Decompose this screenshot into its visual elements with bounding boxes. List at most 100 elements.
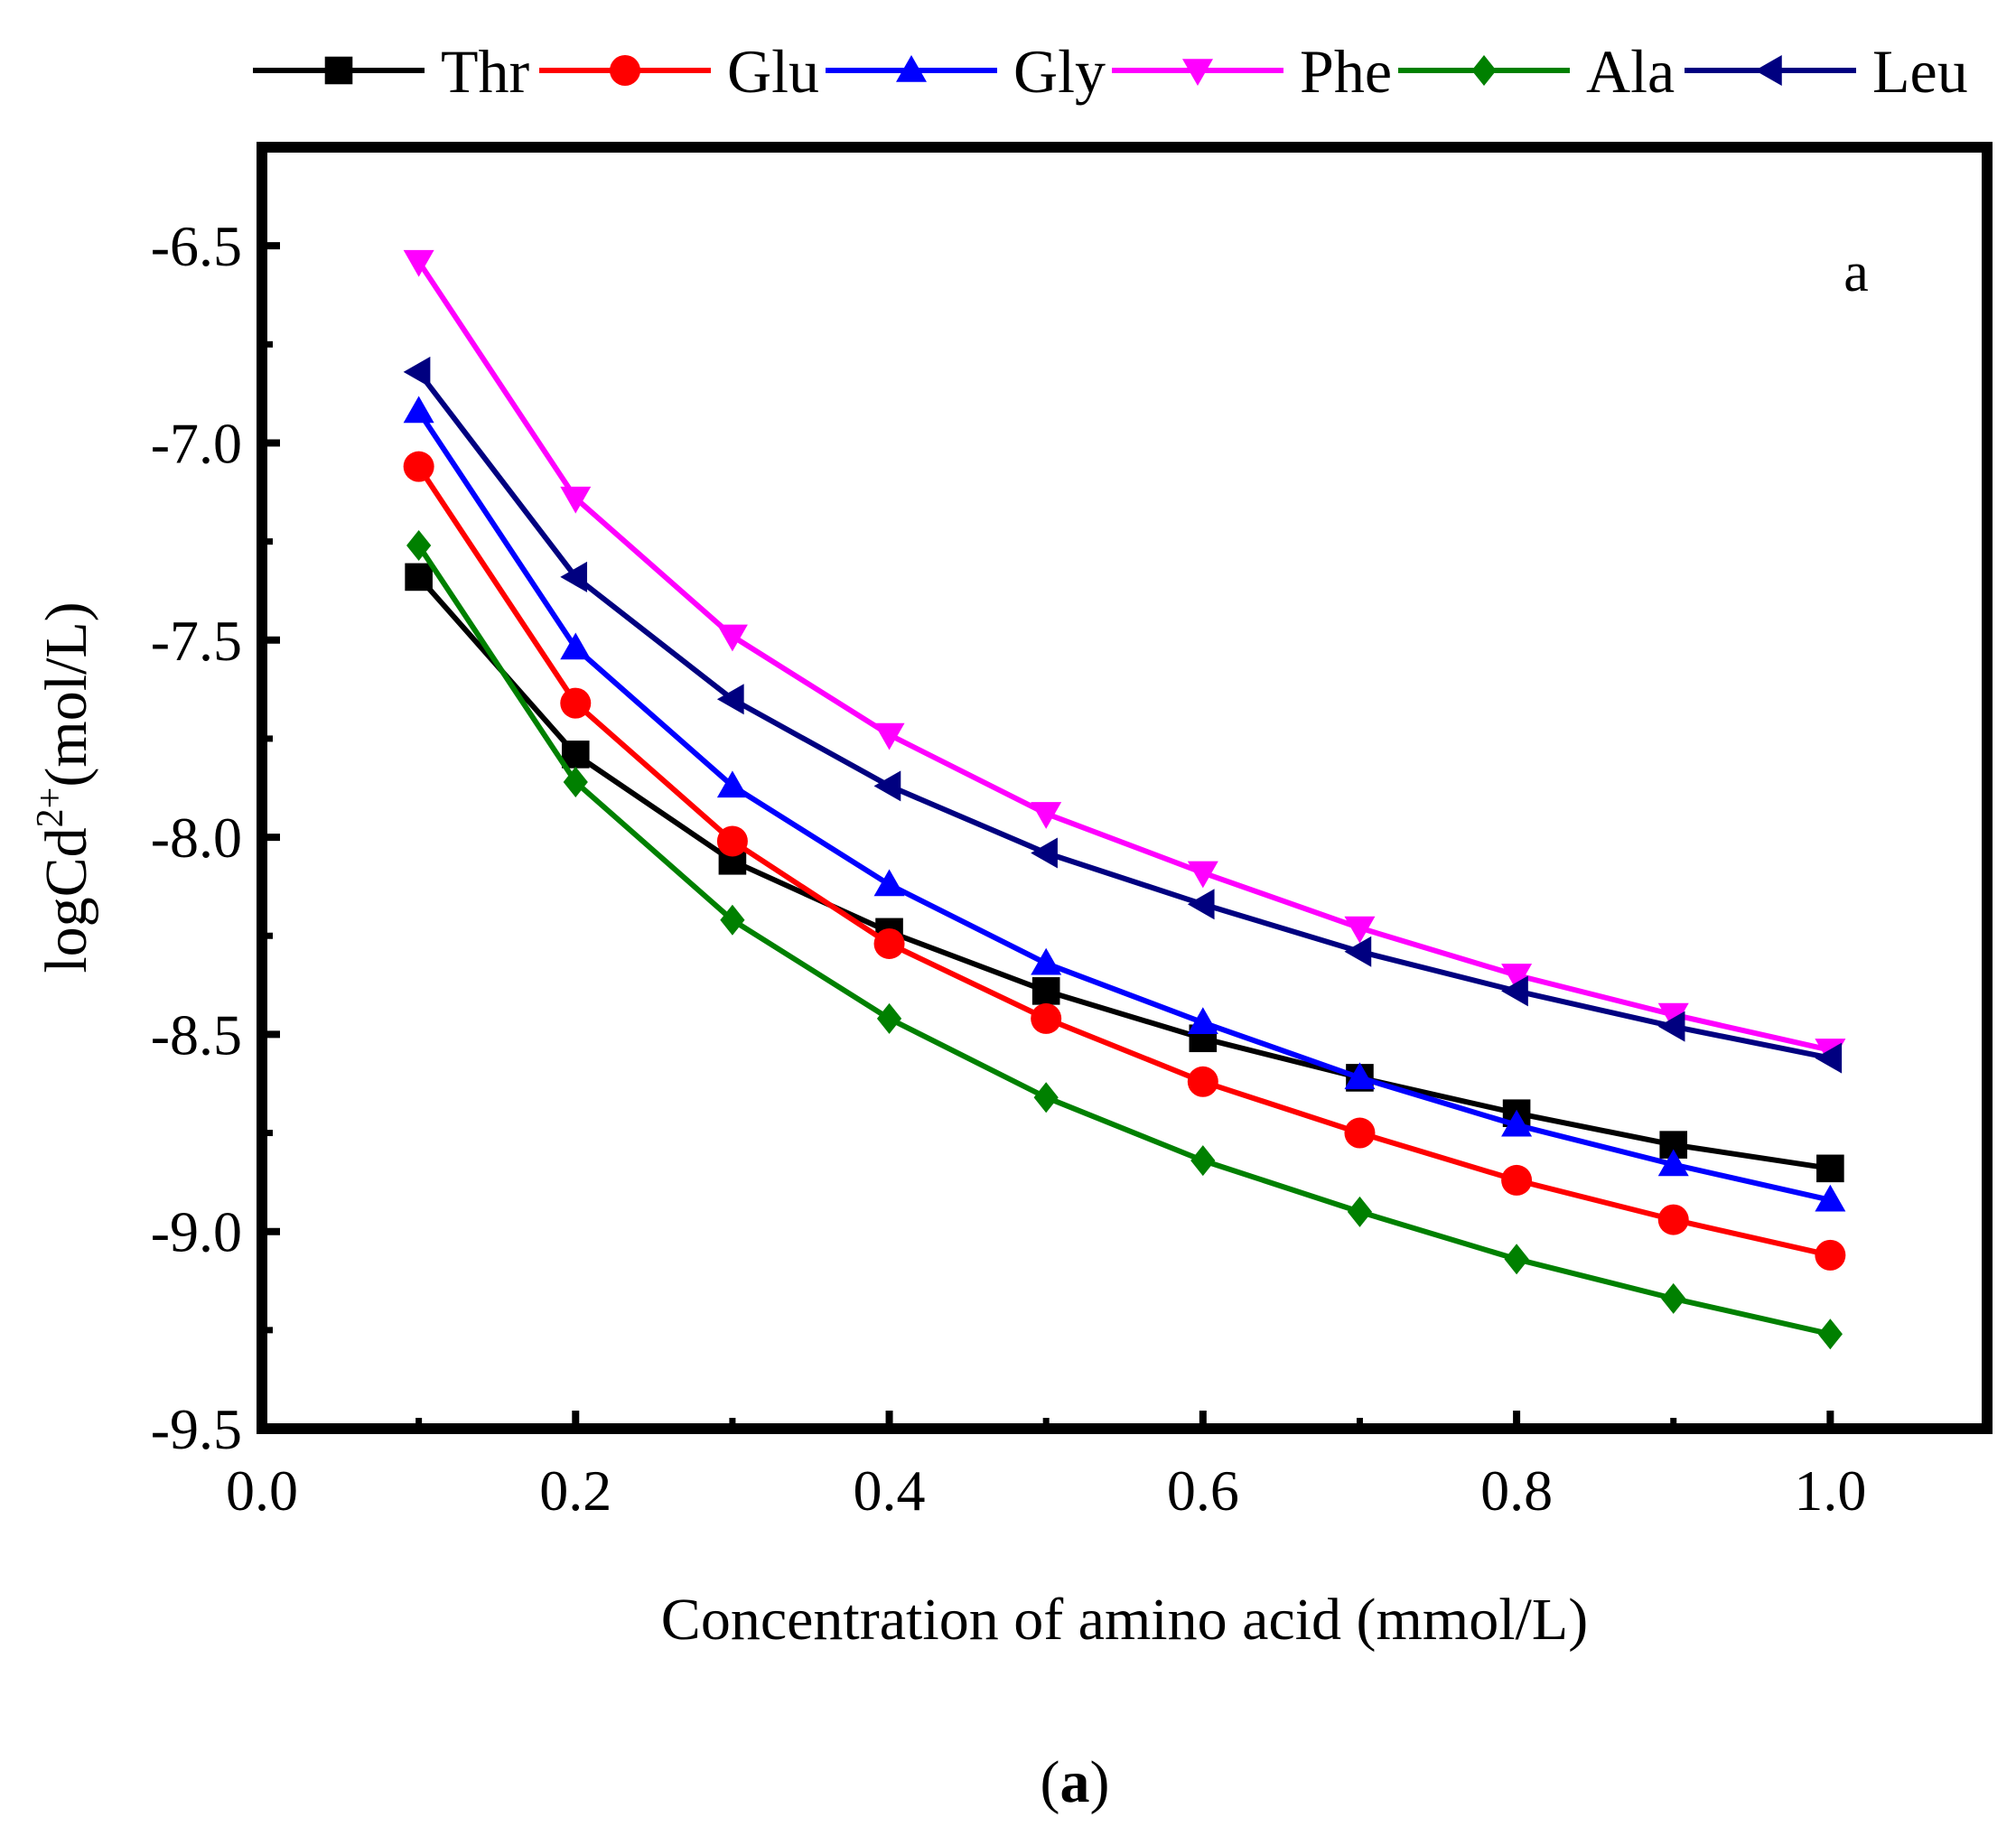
data-point-gly — [1501, 1109, 1533, 1137]
y-tick-label: -9.0 — [151, 1200, 242, 1264]
series-line-gly — [416, 409, 1832, 1203]
series-line-glu — [416, 465, 1832, 1258]
data-point-leu — [1031, 837, 1058, 869]
legend-item-ala: Ala — [1398, 37, 1675, 106]
caption-open: ( — [1041, 1749, 1060, 1815]
data-point-ala — [1661, 1282, 1686, 1314]
y-axis-title-main: logCd — [33, 827, 99, 973]
data-point-phe — [1501, 964, 1533, 991]
legend-marker-leu — [1755, 55, 1782, 86]
plot-area — [257, 142, 1993, 1434]
legend-label-gly: Gly — [1013, 37, 1106, 106]
legend-item-phe: Phe — [1112, 37, 1392, 106]
y-tick-label: -7.0 — [151, 411, 242, 475]
data-point-leu — [1344, 936, 1372, 967]
series-gly — [403, 396, 1846, 1212]
legend-label-thr: Thr — [441, 37, 530, 106]
data-point-glu — [403, 451, 434, 482]
data-point-phe — [1031, 802, 1062, 829]
y-tick-label: -9.5 — [151, 1397, 242, 1461]
legend-marker-gly — [896, 55, 927, 82]
data-point-glu — [716, 825, 748, 857]
x-axis-title: Concentration of amino acid (mmol/L) — [661, 1587, 1588, 1653]
data-point-glu — [1501, 1164, 1533, 1196]
data-point-ala — [720, 904, 745, 936]
y-tick-label: -7.5 — [151, 609, 242, 673]
series-phe — [403, 249, 1846, 1066]
data-point-gly — [1657, 1149, 1689, 1177]
y-axis-title: logCd2+(mol/L) — [30, 601, 99, 973]
legend-label-phe: Phe — [1300, 37, 1392, 106]
legend-label-glu: Glu — [727, 37, 819, 106]
legend-item-glu: Glu — [539, 37, 819, 106]
data-point-ala — [563, 766, 588, 797]
data-point-leu — [1187, 889, 1215, 920]
data-point-leu — [1815, 1042, 1843, 1074]
data-point-thr — [1031, 977, 1060, 1005]
data-point-gly — [716, 770, 748, 798]
x-axis: 0.0 0.2 0.4 0.6 0.8 1.0 — [226, 1411, 1866, 1523]
legend-label-leu: Leu — [1872, 37, 1968, 106]
x-tick-label: 1.0 — [1794, 1458, 1866, 1523]
data-point-phe — [716, 624, 748, 652]
legend-label-ala: Ala — [1586, 37, 1675, 106]
y-axis-title-superscript: 2+ — [30, 787, 71, 828]
data-point-thr — [405, 563, 433, 592]
legend: Thr Glu Gly Phe Ala Leu — [253, 37, 1968, 106]
data-point-leu — [873, 770, 901, 802]
legend-item-gly: Gly — [826, 37, 1106, 106]
series-line-ala — [416, 544, 1832, 1337]
data-point-phe — [403, 249, 434, 277]
x-tick-label: 0.2 — [539, 1458, 611, 1523]
y-tick-label: -6.5 — [151, 214, 242, 278]
caption-close: ) — [1090, 1749, 1110, 1815]
series-thr — [405, 563, 1844, 1183]
data-point-glu — [1344, 1117, 1376, 1149]
legend-item-leu: Leu — [1685, 37, 1968, 106]
caption-letter: a — [1060, 1749, 1090, 1815]
data-point-thr — [1816, 1154, 1844, 1183]
data-point-phe — [873, 722, 905, 750]
data-point-ala — [1033, 1082, 1059, 1114]
series-glu — [403, 451, 1846, 1271]
data-point-phe — [1344, 916, 1376, 944]
data-point-phe — [560, 486, 592, 514]
y-axis-title-unit: (mol/L) — [33, 601, 99, 787]
series-line-phe — [416, 259, 1832, 1053]
data-point-glu — [1815, 1239, 1846, 1271]
x-tick-label: 0.4 — [854, 1458, 926, 1523]
data-point-ala — [1190, 1145, 1216, 1177]
x-tick-label: 0.6 — [1167, 1458, 1239, 1523]
data-point-gly — [1344, 1062, 1376, 1090]
data-point-glu — [873, 927, 905, 959]
series-ala — [406, 529, 1843, 1350]
legend-marker-ala — [1471, 55, 1497, 86]
data-point-ala — [876, 1002, 902, 1034]
data-point-ala — [406, 529, 432, 561]
y-tick-label: -8.0 — [151, 806, 242, 870]
data-point-leu — [1501, 975, 1528, 1007]
legend-marker-glu — [610, 55, 640, 86]
data-point-phe — [1657, 1002, 1689, 1030]
plot-frame — [257, 142, 1993, 1434]
data-point-ala — [1817, 1319, 1843, 1350]
panel-annotation: a — [1843, 242, 1869, 303]
data-point-gly — [873, 869, 905, 897]
data-point-phe — [1187, 861, 1218, 889]
data-point-ala — [1347, 1196, 1373, 1227]
legend-marker-phe — [1182, 59, 1213, 86]
data-point-glu — [1031, 1002, 1062, 1034]
data-point-leu — [716, 684, 744, 715]
data-point-gly — [560, 632, 592, 660]
data-point-gly — [1815, 1184, 1846, 1212]
data-point-glu — [1657, 1204, 1689, 1235]
data-point-gly — [403, 396, 434, 424]
data-point-gly — [1187, 1007, 1218, 1035]
data-point-leu — [560, 561, 588, 592]
series-line-leu — [416, 370, 1831, 1061]
data-point-gly — [1031, 947, 1062, 975]
y-axis: -6.5 -7.0 -7.5 -8.0 -8.5 -9.0 -9.5 — [151, 214, 280, 1461]
data-point-glu — [1187, 1066, 1218, 1097]
legend-item-thr: Thr — [253, 37, 530, 106]
